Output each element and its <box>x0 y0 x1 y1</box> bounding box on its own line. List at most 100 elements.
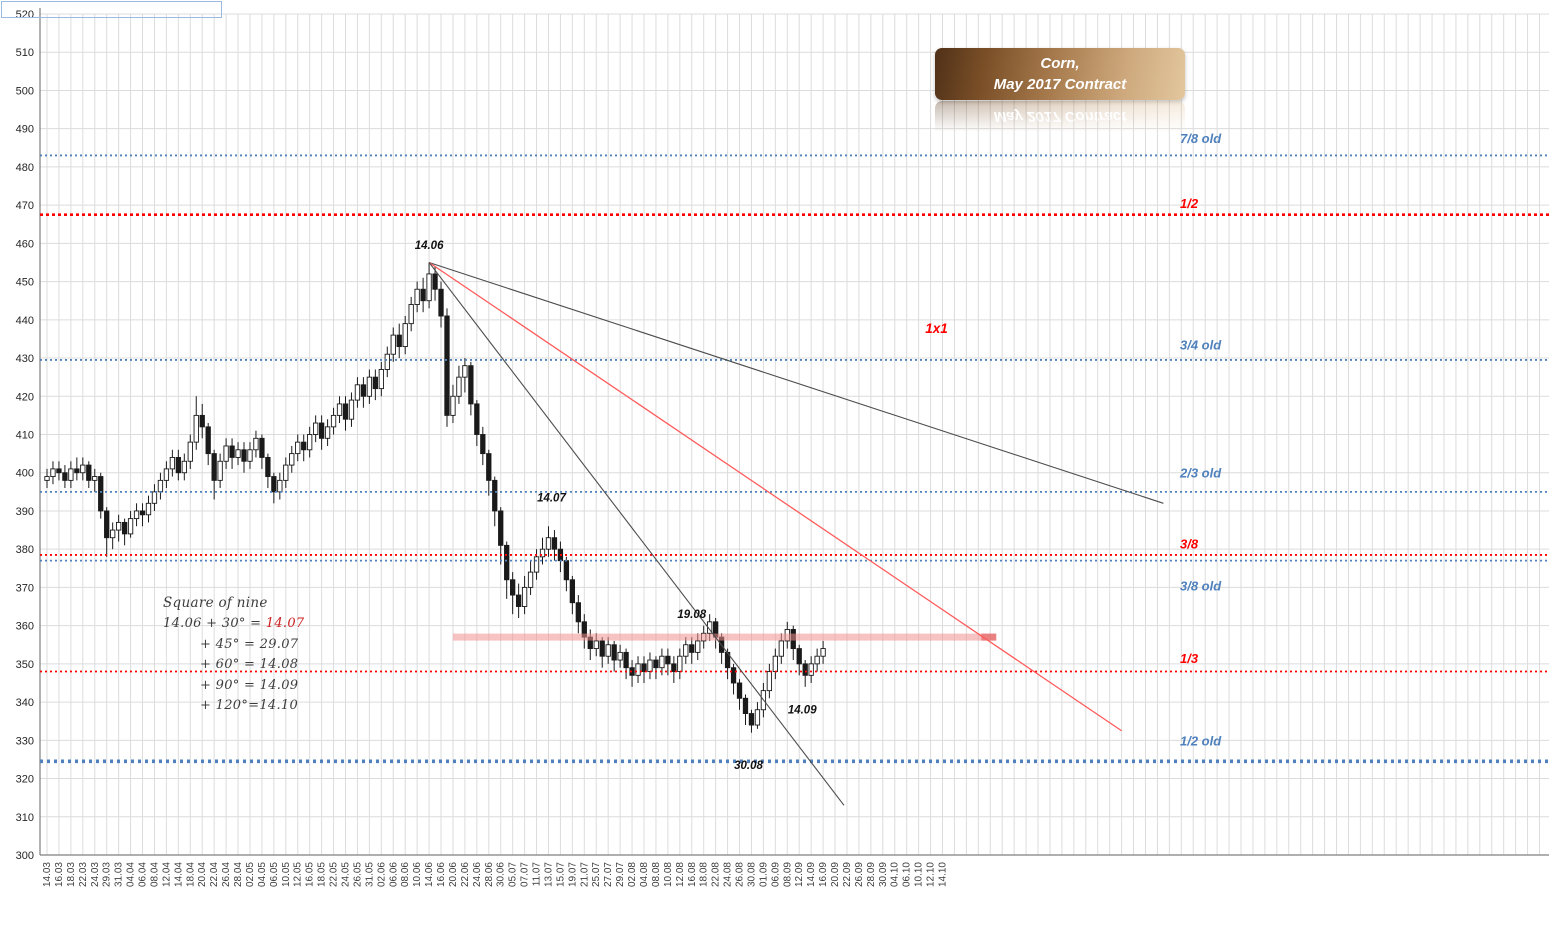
candle-body <box>420 288 426 302</box>
candle <box>241 442 247 473</box>
square-of-nine-line-4: + 90° = 14.09 <box>200 677 299 693</box>
x-tick-label: 02.05 <box>245 862 256 887</box>
candle-body <box>115 521 122 531</box>
reference-label-1-2: 1/2 <box>1180 196 1199 211</box>
candle <box>80 457 86 481</box>
x-tick-label: 06.09 <box>770 862 781 887</box>
x-tick-label: 22.04 <box>209 862 220 887</box>
candle <box>742 694 749 726</box>
candle-body <box>527 571 534 588</box>
candle-body <box>623 651 629 669</box>
candle-body <box>265 456 271 478</box>
candle <box>629 660 635 687</box>
candle <box>551 530 558 561</box>
candle <box>450 384 456 424</box>
candle <box>492 476 498 527</box>
candle-body <box>575 602 581 623</box>
candle <box>581 614 587 649</box>
x-tick-label: 22.03 <box>78 862 89 887</box>
annotation-14-07: 14.07 <box>537 492 566 504</box>
candle <box>772 648 778 680</box>
candle <box>348 392 355 427</box>
x-tick-label: 27.07 <box>603 862 614 887</box>
x-tick-label: 07.07 <box>520 862 531 887</box>
candle <box>169 449 176 477</box>
candle-body <box>384 353 390 370</box>
candle <box>790 625 796 661</box>
candle-body <box>635 663 641 676</box>
y-tick-label: 430 <box>16 353 34 365</box>
x-tick-label: 16.03 <box>54 862 65 887</box>
x-tick-label: 14.09 <box>806 862 817 887</box>
candle <box>569 575 576 615</box>
candle-body <box>104 510 110 539</box>
reference-label-3-8: 3/8 <box>1180 536 1199 551</box>
candle-body <box>92 476 98 481</box>
candle <box>235 442 241 466</box>
candle-body <box>730 667 737 684</box>
y-tick-label: 490 <box>16 124 34 136</box>
candle-body <box>486 453 492 481</box>
candle-body <box>295 441 301 455</box>
candle <box>510 572 516 615</box>
x-tick-label: 21.07 <box>579 862 590 887</box>
candle <box>808 656 814 683</box>
candle-body <box>820 648 826 657</box>
x-tick-label: 26.05 <box>352 862 363 887</box>
candle <box>605 637 611 664</box>
candle <box>68 461 74 489</box>
candle-body <box>193 414 199 443</box>
candle-body <box>736 682 743 699</box>
candle-body <box>390 334 396 355</box>
candle <box>462 358 468 393</box>
candle-body <box>283 464 289 481</box>
y-tick-label: 510 <box>16 47 34 59</box>
candle <box>151 484 158 511</box>
candle <box>157 472 164 500</box>
candle <box>110 522 116 550</box>
candle <box>557 541 564 573</box>
annotations: 14.06 14.07 19.08 30.08 14.09 1x1 <box>415 240 948 772</box>
candle-body <box>127 518 134 535</box>
y-axis-labels: 300 310 320 330 340 350 360 370 380 390 400 410 420 4… <box>16 9 34 862</box>
x-tick-label: 29.03 <box>102 862 113 887</box>
candle <box>366 369 373 404</box>
candle <box>677 648 683 680</box>
candle <box>599 637 605 668</box>
candle-body <box>151 491 158 504</box>
candle-body <box>157 479 164 493</box>
candle-body <box>778 640 784 657</box>
candle-body <box>80 464 86 474</box>
candle <box>802 660 808 687</box>
y-tick-label: 470 <box>16 200 34 212</box>
candle <box>313 415 319 443</box>
candle <box>74 457 80 481</box>
x-tick-label: 04.04 <box>126 862 137 887</box>
y-tick-label: 450 <box>16 277 34 289</box>
x-tick-label: 31.03 <box>114 862 125 887</box>
x-tick-label: 12.09 <box>794 862 805 887</box>
candle-body <box>217 460 223 481</box>
candle-body <box>539 548 546 558</box>
candle-body <box>593 640 599 650</box>
x-tick-label: 08.09 <box>782 862 793 887</box>
candle <box>265 453 271 489</box>
candle <box>402 315 408 355</box>
candle <box>259 434 265 469</box>
x-tick-label: 30.06 <box>496 862 507 887</box>
candle-body <box>301 441 307 451</box>
candle-body <box>68 468 74 481</box>
candle-body <box>772 655 778 672</box>
y-tick-label: 320 <box>16 774 34 786</box>
candle <box>820 640 826 664</box>
candle-body <box>641 663 647 672</box>
candle-body <box>74 468 80 474</box>
candle <box>354 377 361 408</box>
candle <box>342 396 349 431</box>
candlesticks <box>44 262 826 733</box>
gann-line-upper-black <box>428 261 1164 504</box>
annotation-30-08: 30.08 <box>734 760 763 772</box>
candle-body <box>748 713 755 726</box>
candle-body <box>181 460 187 474</box>
x-tick-label: 02.08 <box>627 862 638 887</box>
